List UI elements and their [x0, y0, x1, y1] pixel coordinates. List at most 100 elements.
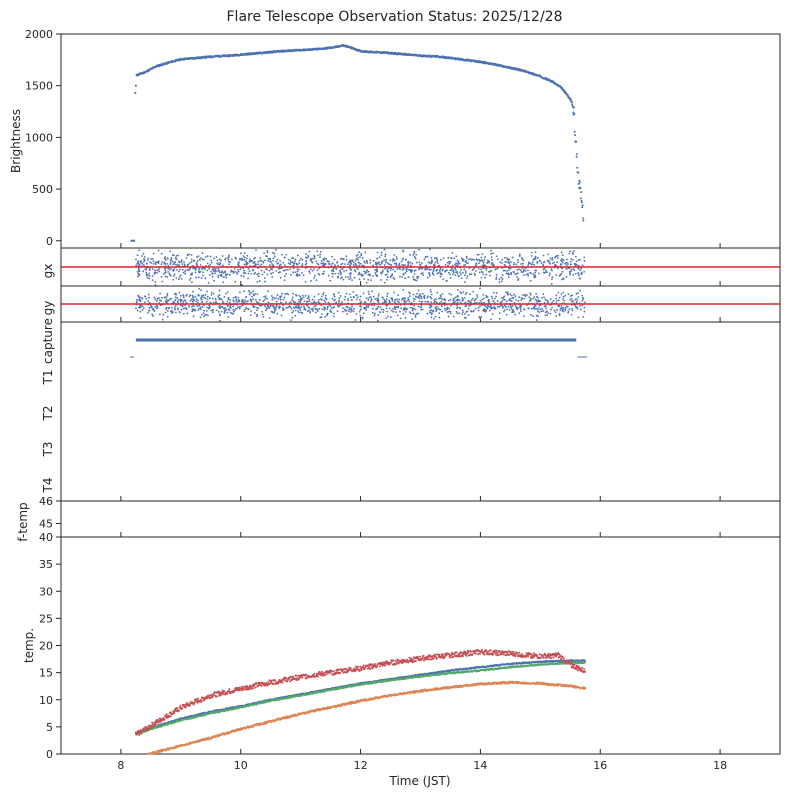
- gy-point: [315, 301, 317, 304]
- gy-point: [357, 296, 359, 299]
- gx-point: [273, 252, 276, 255]
- gx-point: [380, 271, 382, 274]
- gx-point: [309, 268, 312, 270]
- gx-point: [452, 270, 455, 273]
- gx-point: [170, 261, 172, 264]
- gx-point: [534, 255, 537, 258]
- gx-point: [500, 262, 503, 264]
- gy-point: [529, 300, 531, 302]
- gx-point: [224, 273, 227, 276]
- gx-point: [481, 264, 484, 267]
- gy-point: [581, 299, 584, 302]
- gx-point: [249, 258, 251, 261]
- gy-point: [271, 305, 274, 307]
- gx-point: [335, 268, 338, 271]
- gx-point: [534, 269, 537, 272]
- gx-point: [569, 263, 572, 266]
- gy-point: [275, 306, 277, 309]
- gy-point: [273, 306, 275, 309]
- gx-point: [337, 272, 340, 275]
- gy-point: [286, 306, 289, 309]
- gy-point: [434, 306, 437, 309]
- gx-point: [217, 267, 220, 270]
- gx-point: [534, 271, 537, 274]
- gx-point: [551, 269, 553, 272]
- gy-point: [297, 311, 300, 314]
- gy-point: [280, 314, 283, 317]
- gx-point: [418, 248, 420, 251]
- gy-point: [505, 291, 507, 294]
- gx-point: [340, 263, 342, 266]
- gx-point: [263, 271, 266, 274]
- gx-point: [169, 250, 172, 253]
- gx-point: [157, 249, 160, 252]
- gx-point: [222, 281, 225, 284]
- gx-point: [322, 262, 324, 265]
- gx-point: [197, 276, 200, 279]
- gy-point: [250, 299, 253, 302]
- gx-point: [458, 262, 461, 265]
- gx-point: [340, 273, 342, 276]
- gx-point: [136, 275, 139, 278]
- gx-point: [332, 273, 334, 276]
- gx-point: [276, 262, 279, 265]
- gx-point: [409, 261, 412, 264]
- gy-point: [412, 293, 415, 296]
- gx-point: [296, 270, 299, 273]
- gx-point: [363, 278, 365, 280]
- gy-point: [148, 296, 150, 299]
- gy-point: [542, 293, 545, 295]
- gy-point: [501, 300, 504, 302]
- gx-point: [496, 267, 499, 270]
- gy-point: [479, 317, 481, 319]
- gx-point: [164, 269, 167, 272]
- gy-point: [401, 297, 404, 300]
- gy-point: [563, 299, 566, 302]
- gx-point: [446, 269, 448, 272]
- gy-point: [584, 301, 586, 304]
- gx-point: [349, 275, 352, 278]
- gx-point: [222, 272, 225, 274]
- gx-point: [583, 270, 586, 273]
- gy-point: [461, 313, 464, 316]
- gy-point: [560, 305, 563, 307]
- gx-point: [543, 261, 545, 263]
- gy-point: [495, 292, 498, 294]
- gy-point: [227, 316, 230, 318]
- gy-point: [342, 310, 344, 313]
- gx-point: [275, 270, 278, 272]
- gx-point: [189, 262, 191, 264]
- gx-point: [433, 267, 436, 270]
- gx-point: [178, 270, 180, 273]
- gx-point: [569, 270, 572, 273]
- gx-point: [185, 257, 188, 259]
- brightness-point: [581, 206, 584, 209]
- gx-point: [176, 264, 179, 267]
- gy-point: [200, 298, 203, 301]
- gx-point: [568, 252, 571, 255]
- gy-point: [358, 299, 361, 301]
- gx-point: [186, 254, 189, 257]
- gx-point: [286, 268, 289, 271]
- gy-point: [385, 298, 388, 301]
- gx-point: [195, 262, 198, 265]
- gy-point: [367, 298, 370, 301]
- gx-point: [150, 258, 153, 261]
- gx-point: [160, 252, 163, 255]
- gy-point: [348, 308, 351, 311]
- gx-point: [167, 271, 170, 273]
- gx-point: [359, 256, 361, 259]
- gy-point: [383, 298, 386, 301]
- gx-point: [377, 262, 380, 265]
- gy-point: [227, 308, 230, 311]
- gy-point: [218, 319, 221, 322]
- gx-point: [477, 253, 480, 256]
- gx-point: [139, 261, 142, 264]
- gx-point: [565, 267, 568, 270]
- gx-point: [431, 259, 433, 262]
- gx-point: [154, 269, 156, 272]
- gy-point: [558, 296, 561, 299]
- temp-x-tick-label-16: 16: [593, 759, 607, 772]
- gy-point: [141, 309, 144, 311]
- gy-point: [291, 298, 293, 301]
